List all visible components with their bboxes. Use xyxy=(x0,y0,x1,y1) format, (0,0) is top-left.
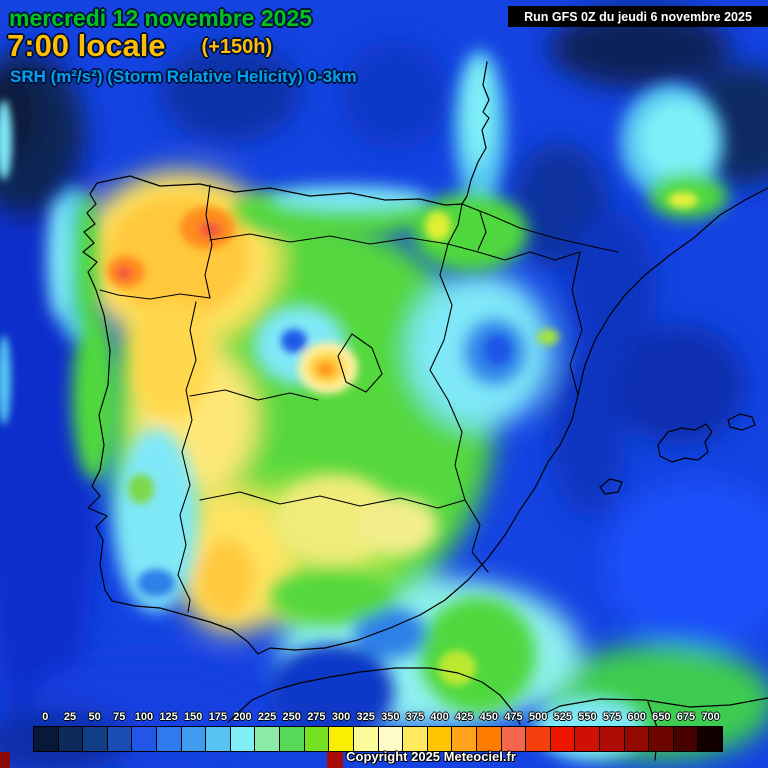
legend-color-cell xyxy=(34,727,59,751)
legend-tick-label: 75 xyxy=(113,711,126,723)
legend-tick-label: 350 xyxy=(381,711,400,723)
forecast-time-line: 7:00 locale (+150h) xyxy=(7,28,272,64)
forecast-hour-offset: (+150h) xyxy=(201,36,273,58)
legend-color-cell xyxy=(624,727,650,751)
legend-color-cell xyxy=(280,727,305,751)
legend-tick-label: 225 xyxy=(257,711,277,723)
legend-tick-label: 300 xyxy=(331,711,351,723)
legend-color-cell xyxy=(427,727,453,751)
country-and-region-borders xyxy=(99,184,619,613)
legend-tick-label: 475 xyxy=(504,711,523,723)
legend-tick-label: 275 xyxy=(307,711,326,723)
legend-tick-label: 200 xyxy=(233,711,252,723)
legend-tick-label: 450 xyxy=(479,711,499,723)
legend-color-cell xyxy=(649,727,674,751)
legend-tick-label: 400 xyxy=(430,711,449,723)
legend-tick-label: 25 xyxy=(63,711,77,723)
legend-tick-label: 500 xyxy=(528,711,548,723)
color-scale-legend: 0 25 50 75 100 125 150 175 200 225 250 275 300 325 350… xyxy=(33,711,723,752)
legend-tick-label: 525 xyxy=(553,711,572,723)
legend-color-cell xyxy=(526,727,551,751)
copyright-text: Copyright 2025 Meteociel.fr xyxy=(346,749,516,764)
legend-color-cell xyxy=(181,727,207,751)
legend-tick-label: 575 xyxy=(602,711,622,723)
legend-color-cell xyxy=(476,727,502,751)
legend-color-cell xyxy=(304,727,330,751)
legend-color-cell xyxy=(230,727,256,751)
legend-color-cell xyxy=(501,727,527,751)
legend-color-cell xyxy=(83,727,108,751)
legend-tick-label: 250 xyxy=(282,711,301,723)
legend-tick-label: 325 xyxy=(356,711,375,723)
legend-tick-label: 425 xyxy=(455,711,474,723)
legend-tick-label: 150 xyxy=(183,711,203,723)
legend-tick-label: 600 xyxy=(627,711,646,723)
legend-tick-label: 375 xyxy=(405,711,425,723)
map-bottom-red-patch-left xyxy=(0,752,10,768)
map-bottom-red-patch-center xyxy=(327,750,343,768)
legend-color-cell xyxy=(550,727,576,751)
legend-tick-label: 0 xyxy=(42,711,49,723)
legend-color-cell xyxy=(378,727,404,751)
legend-color-cell xyxy=(107,727,133,751)
coastlines xyxy=(82,61,768,761)
legend-color-cell xyxy=(600,727,625,751)
legend-tick-label: 675 xyxy=(676,711,696,723)
legend-color-cell xyxy=(58,727,84,751)
forecast-local-time: 7:00 locale xyxy=(7,28,166,63)
run-info-box: Run GFS 0Z du jeudi 6 novembre 2025 xyxy=(508,6,768,27)
legend-tick-label: 100 xyxy=(134,711,154,723)
legend-color-cell xyxy=(353,727,379,751)
parameter-label: SRH (m²/s²) (Storm Relative Helicity) 0-… xyxy=(10,67,357,86)
legend-color-cell xyxy=(673,727,699,751)
legend-tick-label: 50 xyxy=(88,711,101,723)
forecast-date: mercredi 12 novembre 2025 xyxy=(9,5,313,31)
legend-tick-label: 175 xyxy=(208,711,227,723)
legend-tick-labels: 0 25 50 75 100 125 150 175 200 225 250 275 300 325 350… xyxy=(33,711,723,725)
legend-tick-label: 125 xyxy=(159,711,178,723)
legend-color-cell xyxy=(575,727,601,751)
legend-tick-label: 550 xyxy=(578,711,597,723)
legend-color-cell xyxy=(206,727,231,751)
legend-color-cell xyxy=(329,727,354,751)
legend-tick-label: 650 xyxy=(652,711,671,723)
legend-color-cell xyxy=(157,727,182,751)
legend-color-cell xyxy=(452,727,477,751)
run-info-text: Run GFS 0Z du jeudi 6 novembre 2025 xyxy=(524,9,752,24)
legend-color-cell xyxy=(132,727,158,751)
legend-color-cell xyxy=(255,727,281,751)
legend-tick-label: 700 xyxy=(701,711,720,723)
legend-color-cell xyxy=(698,727,723,751)
legend-color-bar xyxy=(33,726,723,752)
legend-color-cell xyxy=(403,727,428,751)
